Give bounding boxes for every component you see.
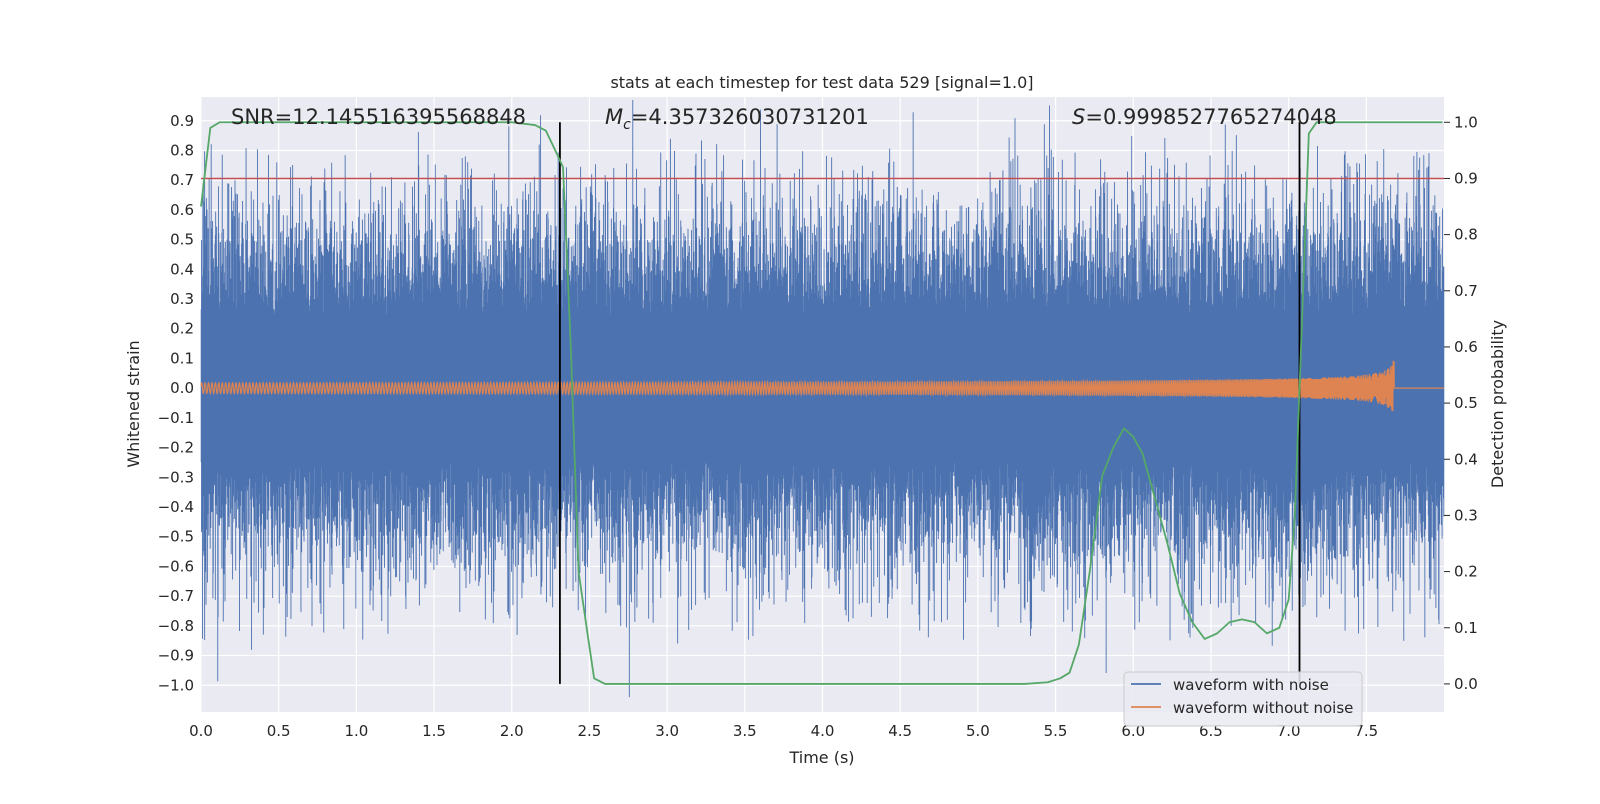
legend-label-clean: waveform without noise bbox=[1173, 699, 1353, 717]
significance-value: =0.9998527765274048 bbox=[1085, 105, 1336, 129]
significance-annotation: S=0.9998527765274048 bbox=[1072, 105, 1337, 129]
y2-tick-label: 0.0 bbox=[1454, 675, 1478, 693]
chirp-mass-subscript: c bbox=[623, 117, 631, 133]
chirp-mass-value: =4.357326030731201 bbox=[631, 105, 869, 129]
x-axis-label: Time (s) bbox=[788, 748, 854, 767]
y-tick-label: 0.1 bbox=[170, 349, 194, 367]
y2-tick-label: 0.7 bbox=[1454, 282, 1478, 300]
y-tick-label: 0.8 bbox=[170, 141, 194, 159]
y-tick-label: −0.4 bbox=[158, 498, 194, 516]
y-tick-label: 0.4 bbox=[170, 260, 194, 278]
chart-title: stats at each timestep for test data 529… bbox=[610, 73, 1033, 92]
series-waveform-without-noise bbox=[200, 360, 1444, 412]
x-tick-label: 5.0 bbox=[966, 722, 990, 740]
x-tick-label: 2.5 bbox=[578, 722, 602, 740]
y-tick-label: −0.8 bbox=[158, 617, 194, 635]
y-tick-label: −0.1 bbox=[158, 409, 194, 427]
y2-tick-label: 0.6 bbox=[1454, 338, 1478, 356]
chirp-mass-annotation: Mc=4.357326030731201 bbox=[605, 105, 869, 133]
series-detection-probability bbox=[200, 121, 1443, 685]
y2-axis-label: Detection probability bbox=[1488, 320, 1507, 488]
y-tick-label: −0.7 bbox=[158, 587, 194, 605]
y-tick-label: −0.5 bbox=[158, 528, 194, 546]
x-tick-label: 3.0 bbox=[655, 722, 679, 740]
y2-tick-label: 1.0 bbox=[1454, 113, 1478, 131]
chirp-mass-symbol: M bbox=[605, 105, 623, 129]
x-tick-label: 1.5 bbox=[422, 722, 446, 740]
y-tick-label: 0.6 bbox=[170, 201, 194, 219]
x-tick-label: 5.5 bbox=[1044, 722, 1068, 740]
y-tick-label: −0.6 bbox=[158, 557, 194, 575]
y-axis-label: Whitened strain bbox=[124, 340, 143, 467]
x-tick-label: 0.5 bbox=[267, 722, 291, 740]
x-tick-label: 4.5 bbox=[888, 722, 912, 740]
y2-tick-label: 0.9 bbox=[1454, 169, 1478, 187]
y-tick-label: −0.9 bbox=[158, 647, 194, 665]
y-tick-label: −0.3 bbox=[158, 468, 194, 486]
y2-tick-label: 0.5 bbox=[1454, 394, 1478, 412]
legend: waveform with noise waveform without noi… bbox=[1123, 671, 1363, 727]
x-tick-label: 7.5 bbox=[1354, 722, 1378, 740]
y-tick-label: 0.7 bbox=[170, 171, 194, 189]
x-tick-label: 0.0 bbox=[189, 722, 213, 740]
x-tick-label: 2.0 bbox=[500, 722, 524, 740]
y2-tick-label: 0.2 bbox=[1454, 563, 1478, 581]
x-tick-label: 4.0 bbox=[811, 722, 835, 740]
y-tick-label: 0.0 bbox=[170, 379, 194, 397]
significance-symbol: S bbox=[1072, 105, 1085, 129]
y2-tick-label: 0.3 bbox=[1454, 506, 1478, 524]
legend-label-noise: waveform with noise bbox=[1173, 676, 1329, 694]
y2-axis-ticks: 1.0 0.9 0.8 0.7 0.6 0.5 0.4 0.3 0.2 0.1 0.0 bbox=[1444, 113, 1478, 693]
y2-tick-label: 0.1 bbox=[1454, 619, 1478, 637]
y-axis-ticks: 0.9 0.8 0.7 0.6 0.5 0.4 0.3 0.2 0.1 0.0 −0.1 −0.2 −0… bbox=[158, 112, 194, 694]
y2-tick-label: 0.4 bbox=[1454, 450, 1478, 468]
x-tick-label: 1.0 bbox=[344, 722, 368, 740]
y2-tick-label: 0.8 bbox=[1454, 226, 1478, 244]
y-tick-label: 0.9 bbox=[170, 112, 194, 130]
legend-box bbox=[1123, 671, 1363, 727]
x-tick-label: 3.5 bbox=[733, 722, 757, 740]
y-tick-label: 0.2 bbox=[170, 320, 194, 338]
y-tick-label: −0.2 bbox=[158, 439, 194, 457]
detection-probability-line bbox=[200, 121, 1443, 685]
y-tick-label: 0.5 bbox=[170, 231, 194, 249]
y-tick-label: 0.3 bbox=[170, 290, 194, 308]
y-tick-label: −1.0 bbox=[158, 676, 194, 694]
snr-annotation: SNR=12.145516395568848 bbox=[231, 105, 526, 129]
clean-waveform-path bbox=[200, 360, 1444, 412]
